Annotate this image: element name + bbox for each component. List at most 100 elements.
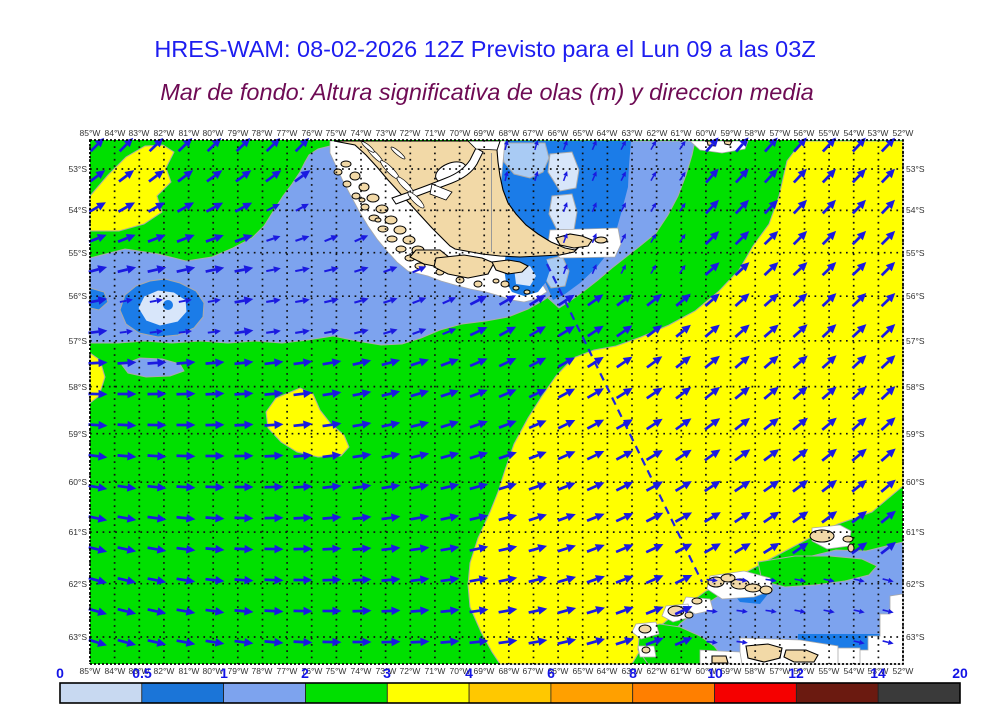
svg-text:64°W: 64°W xyxy=(597,128,618,138)
svg-text:70°W: 70°W xyxy=(450,666,471,676)
svg-text:76°W: 76°W xyxy=(302,666,323,676)
svg-text:69°W: 69°W xyxy=(474,128,495,138)
svg-text:85°W: 85°W xyxy=(80,128,101,138)
svg-text:68°W: 68°W xyxy=(499,666,520,676)
svg-text:53°S: 53°S xyxy=(906,164,925,174)
svg-text:76°W: 76°W xyxy=(302,128,323,138)
svg-text:52°W: 52°W xyxy=(893,128,914,138)
svg-text:85°W: 85°W xyxy=(80,666,101,676)
svg-text:82°W: 82°W xyxy=(154,666,175,676)
svg-text:52°W: 52°W xyxy=(893,666,914,676)
svg-text:20: 20 xyxy=(952,665,968,681)
svg-text:54°W: 54°W xyxy=(844,666,865,676)
svg-text:66°W: 66°W xyxy=(548,666,569,676)
svg-text:58°W: 58°W xyxy=(745,666,766,676)
svg-text:53°W: 53°W xyxy=(868,666,889,676)
svg-text:64°W: 64°W xyxy=(597,666,618,676)
svg-text:67°W: 67°W xyxy=(523,128,544,138)
svg-text:62°S: 62°S xyxy=(68,579,87,589)
svg-text:63°S: 63°S xyxy=(68,632,87,642)
svg-text:60°W: 60°W xyxy=(696,128,717,138)
svg-text:72°W: 72°W xyxy=(400,666,421,676)
svg-text:72°W: 72°W xyxy=(400,128,421,138)
svg-text:6: 6 xyxy=(547,665,555,681)
svg-text:61°W: 61°W xyxy=(671,128,692,138)
svg-text:60°S: 60°S xyxy=(68,477,87,487)
svg-text:56°S: 56°S xyxy=(906,291,925,301)
svg-text:54°S: 54°S xyxy=(68,205,87,215)
svg-text:83°W: 83°W xyxy=(129,666,150,676)
svg-text:62°S: 62°S xyxy=(906,579,925,589)
svg-text:84°W: 84°W xyxy=(105,666,126,676)
svg-text:78°W: 78°W xyxy=(252,666,273,676)
svg-text:63°W: 63°W xyxy=(622,666,643,676)
svg-text:60°W: 60°W xyxy=(696,666,717,676)
svg-text:10: 10 xyxy=(707,665,723,681)
svg-text:81°W: 81°W xyxy=(179,666,200,676)
svg-text:67°W: 67°W xyxy=(523,666,544,676)
svg-text:79°W: 79°W xyxy=(228,128,249,138)
svg-text:71°W: 71°W xyxy=(425,666,446,676)
svg-text:78°W: 78°W xyxy=(252,128,273,138)
svg-text:59°W: 59°W xyxy=(721,128,742,138)
svg-text:59°S: 59°S xyxy=(68,429,87,439)
svg-text:62°W: 62°W xyxy=(647,666,668,676)
svg-text:84°W: 84°W xyxy=(105,128,126,138)
svg-text:71°W: 71°W xyxy=(425,128,446,138)
svg-text:61°S: 61°S xyxy=(68,527,87,537)
svg-text:55°S: 55°S xyxy=(906,248,925,258)
svg-text:77°W: 77°W xyxy=(277,128,298,138)
svg-text:3: 3 xyxy=(383,665,391,681)
svg-text:53°S: 53°S xyxy=(68,164,87,174)
svg-text:79°W: 79°W xyxy=(228,666,249,676)
svg-text:74°W: 74°W xyxy=(351,128,372,138)
svg-text:56°S: 56°S xyxy=(68,291,87,301)
svg-text:74°W: 74°W xyxy=(351,666,372,676)
svg-text:81°W: 81°W xyxy=(179,128,200,138)
svg-text:75°W: 75°W xyxy=(326,666,347,676)
svg-text:65°W: 65°W xyxy=(573,666,594,676)
svg-text:54°S: 54°S xyxy=(906,205,925,215)
svg-text:55°W: 55°W xyxy=(819,128,840,138)
svg-text:12: 12 xyxy=(788,665,804,681)
svg-text:60°S: 60°S xyxy=(906,477,925,487)
svg-text:56°W: 56°W xyxy=(794,128,815,138)
svg-text:68°W: 68°W xyxy=(499,128,520,138)
svg-text:70°W: 70°W xyxy=(450,128,471,138)
svg-text:54°W: 54°W xyxy=(844,128,865,138)
svg-text:65°W: 65°W xyxy=(573,128,594,138)
svg-text:2: 2 xyxy=(301,665,309,681)
svg-text:63°S: 63°S xyxy=(906,632,925,642)
svg-text:57°S: 57°S xyxy=(68,336,87,346)
svg-text:57°W: 57°W xyxy=(770,666,791,676)
svg-text:1: 1 xyxy=(220,665,228,681)
svg-text:4: 4 xyxy=(465,665,473,681)
svg-text:0: 0 xyxy=(56,665,64,681)
svg-text:80°W: 80°W xyxy=(203,666,224,676)
svg-text:55°W: 55°W xyxy=(819,666,840,676)
svg-text:59°W: 59°W xyxy=(721,666,742,676)
svg-text:56°W: 56°W xyxy=(794,666,815,676)
svg-text:55°S: 55°S xyxy=(68,248,87,258)
svg-text:82°W: 82°W xyxy=(154,128,175,138)
svg-text:61°S: 61°S xyxy=(906,527,925,537)
svg-text:80°W: 80°W xyxy=(203,128,224,138)
svg-text:73°W: 73°W xyxy=(376,128,397,138)
svg-text:58°S: 58°S xyxy=(906,382,925,392)
svg-text:58°S: 58°S xyxy=(68,382,87,392)
svg-text:58°W: 58°W xyxy=(745,128,766,138)
svg-text:14: 14 xyxy=(870,665,886,681)
svg-text:57°W: 57°W xyxy=(770,128,791,138)
svg-text:59°S: 59°S xyxy=(906,429,925,439)
svg-text:69°W: 69°W xyxy=(474,666,495,676)
svg-text:63°W: 63°W xyxy=(622,128,643,138)
svg-text:53°W: 53°W xyxy=(868,128,889,138)
svg-text:61°W: 61°W xyxy=(671,666,692,676)
svg-text:75°W: 75°W xyxy=(326,128,347,138)
svg-text:77°W: 77°W xyxy=(277,666,298,676)
svg-text:8: 8 xyxy=(629,665,637,681)
svg-text:73°W: 73°W xyxy=(376,666,397,676)
svg-text:57°S: 57°S xyxy=(906,336,925,346)
svg-text:0.5: 0.5 xyxy=(132,665,152,681)
svg-text:83°W: 83°W xyxy=(129,128,150,138)
